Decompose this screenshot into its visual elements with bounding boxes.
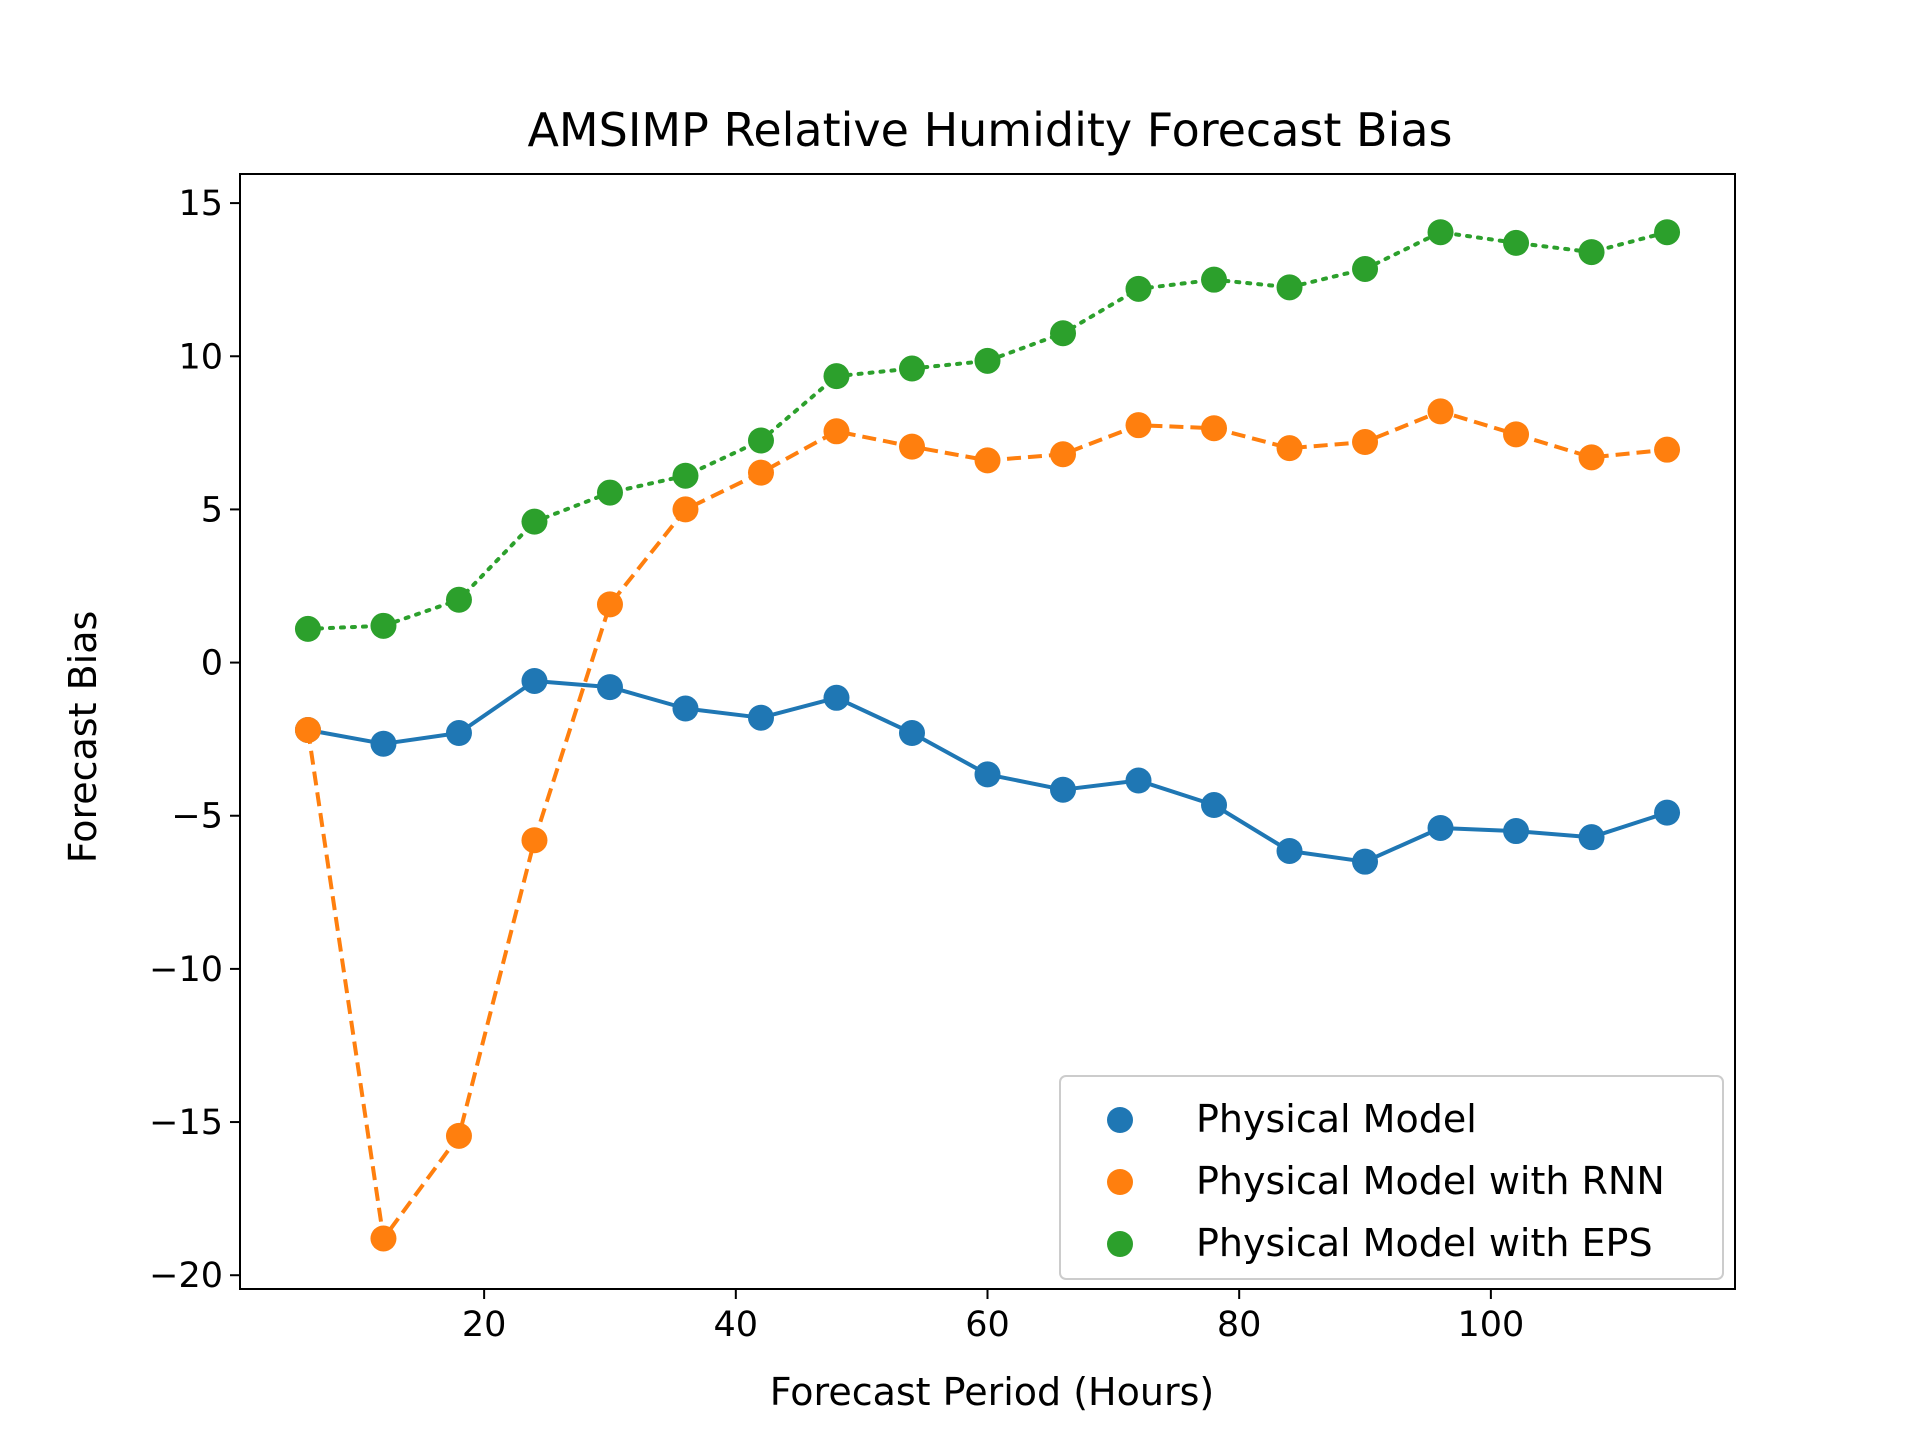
data-point	[1352, 255, 1379, 282]
data-point	[596, 674, 623, 701]
data-point	[974, 761, 1001, 788]
legend: Physical Model Physical Model with RNN Phy…	[1059, 1075, 1724, 1280]
data-point	[370, 1225, 397, 1252]
legend-marker	[1107, 1169, 1133, 1195]
data-point	[1427, 219, 1454, 246]
data-point	[747, 427, 774, 454]
data-point	[596, 591, 623, 618]
data-point	[974, 447, 1001, 474]
data-point	[747, 704, 774, 731]
data-point	[1050, 776, 1077, 803]
data-point	[1201, 792, 1228, 819]
data-point	[823, 418, 850, 445]
data-point	[1427, 814, 1454, 841]
series-1	[294, 667, 1681, 875]
data-point	[294, 716, 321, 743]
data-point	[294, 615, 321, 642]
data-point	[898, 355, 925, 382]
y-tick-label: −15	[149, 1103, 223, 1143]
data-point	[521, 827, 548, 854]
series-line	[306, 230, 1669, 631]
data-point	[1276, 274, 1303, 301]
x-tick-label: 100	[1457, 1305, 1524, 1345]
data-point	[1276, 435, 1303, 462]
data-point	[1578, 239, 1605, 266]
data-point	[445, 1122, 472, 1149]
data-point	[672, 462, 699, 489]
x-tick-label: 20	[462, 1305, 507, 1345]
data-point	[1352, 848, 1379, 875]
data-point	[370, 730, 397, 757]
y-axis-label: Forecast Bias	[61, 611, 105, 864]
legend-label: Physical Model with EPS	[1196, 1221, 1653, 1265]
data-point	[1201, 415, 1228, 442]
data-point	[823, 684, 850, 711]
x-tick-label: 60	[965, 1305, 1010, 1345]
y-tick-label: −10	[149, 950, 223, 990]
data-point	[672, 695, 699, 722]
y-tick-label: 10	[178, 337, 223, 377]
y-tick-label: −20	[149, 1256, 223, 1296]
data-point	[1276, 837, 1303, 864]
data-point	[1050, 441, 1077, 468]
data-point	[1654, 436, 1681, 463]
legend-marker	[1107, 1231, 1133, 1257]
y-tick-label: 5	[201, 490, 223, 530]
y-tick-label: −5	[171, 797, 223, 837]
legend-label: Physical Model	[1196, 1097, 1477, 1141]
data-point	[521, 667, 548, 694]
data-point	[1125, 275, 1152, 302]
y-tick-label: 0	[201, 644, 223, 684]
data-point	[1503, 818, 1530, 845]
data-point	[672, 496, 699, 523]
data-point	[1654, 219, 1681, 246]
data-point	[445, 720, 472, 747]
x-tick-label: 40	[714, 1305, 759, 1345]
legend-label: Physical Model with RNN	[1196, 1159, 1665, 1203]
data-point	[1427, 398, 1454, 425]
data-point	[1503, 229, 1530, 256]
data-point	[1352, 429, 1379, 456]
legend-frame	[1059, 1075, 1724, 1280]
legend-marker	[1107, 1107, 1133, 1133]
chart-title: AMSIMP Relative Humidity Forecast Bias	[527, 103, 1452, 157]
plot-area: 20 40 60 80 100 −20 −15 −10 −5 0 5 10 15	[149, 173, 1736, 1345]
data-point	[1578, 444, 1605, 471]
data-point	[974, 347, 1001, 374]
data-point	[596, 479, 623, 506]
data-point	[823, 363, 850, 390]
data-point	[370, 612, 397, 639]
data-point	[898, 720, 925, 747]
series-3	[294, 219, 1681, 642]
data-point	[445, 586, 472, 613]
y-tick-label: 15	[178, 184, 223, 224]
data-point	[1503, 421, 1530, 448]
data-point	[1050, 320, 1077, 347]
data-point	[747, 459, 774, 486]
data-point	[1578, 824, 1605, 851]
x-tick-label: 80	[1217, 1305, 1262, 1345]
series-2	[294, 398, 1681, 1252]
data-point	[1125, 412, 1152, 439]
data-point	[1201, 266, 1228, 293]
data-point	[1125, 767, 1152, 794]
data-point	[1654, 799, 1681, 826]
data-point	[898, 433, 925, 460]
data-point	[521, 508, 548, 535]
x-axis-label: Forecast Period (Hours)	[770, 1370, 1214, 1414]
